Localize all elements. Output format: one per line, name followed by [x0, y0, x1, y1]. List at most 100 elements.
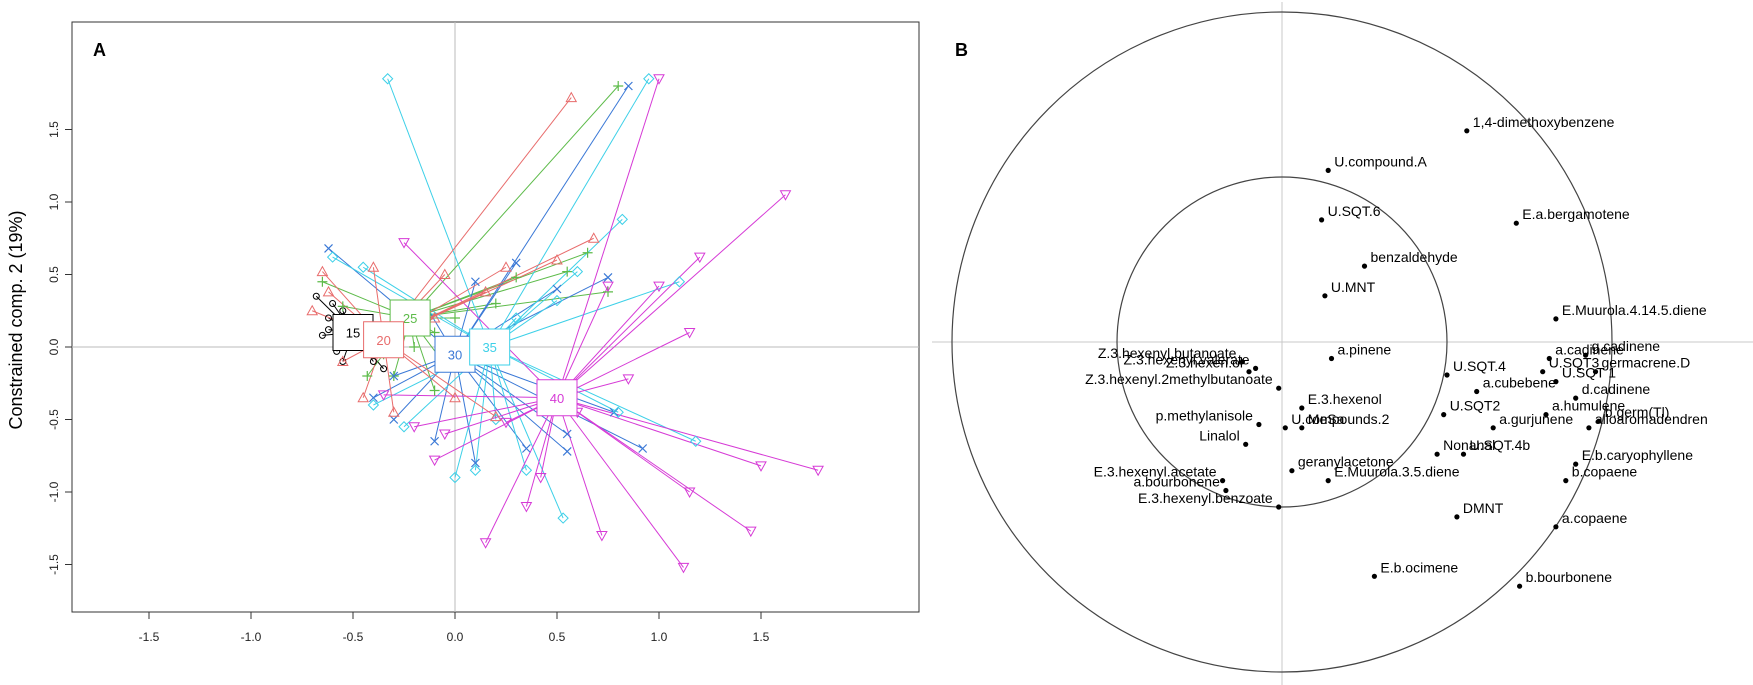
triangle-down-point: [534, 473, 547, 484]
triangle-up-point: [500, 261, 512, 272]
variable-label: alloaromadendren: [1595, 411, 1708, 427]
diamond-point: [381, 73, 394, 85]
triangle-down-point: [653, 281, 665, 293]
y-axis-label: Constrained comp. 2 (19%): [6, 210, 26, 429]
diamond-point: [571, 265, 584, 278]
variable-label: U.compound.A: [1334, 153, 1427, 169]
variable-label: g.cadinene: [1592, 338, 1661, 354]
variable-label: E.a.bergamotene: [1522, 206, 1630, 222]
centroid-label: 35: [482, 340, 496, 355]
x-tick-label: -1.0: [241, 630, 262, 644]
triangle-down-point: [744, 526, 757, 538]
group-centroids: 15 25 30 35 40 20: [332, 299, 578, 417]
variable-point: [1325, 478, 1331, 484]
cross-point: [368, 393, 378, 403]
variable-point: [1276, 504, 1282, 510]
variable-point: [1573, 395, 1579, 401]
plus-point: [409, 342, 420, 352]
variable-label: E.3.hexenyl.benzoate: [1138, 490, 1273, 506]
variable-label: a.pinene: [1338, 342, 1392, 358]
spoke-line: [556, 285, 660, 399]
centroid-box: [434, 335, 476, 373]
variable-point: [1573, 461, 1579, 467]
variable-label: Z.3.hexenyl.valerate: [1124, 351, 1250, 367]
variable-point: [1223, 487, 1229, 494]
triangle-up-point: [479, 285, 492, 297]
diamond-point: [643, 73, 655, 85]
spoke-line: [409, 271, 568, 319]
variable-point: [1434, 451, 1440, 457]
triangle-down-point: [677, 562, 690, 574]
variable-label: U.SQT.4: [1453, 358, 1506, 374]
cross-point: [562, 429, 572, 439]
spoke-line: [489, 78, 650, 348]
outer-circle: [951, 11, 1613, 673]
triangle-down-point: [377, 390, 390, 401]
triangle-down-point: [500, 417, 512, 429]
spoke-line: [556, 397, 752, 532]
variable-point: [1460, 451, 1467, 457]
variable-label: Nonanal: [1443, 437, 1495, 453]
x-tick-label: -1.5: [139, 630, 160, 644]
diamond-point: [557, 512, 569, 524]
spoke-line: [556, 397, 603, 536]
variable-label: benzaldehyde: [1371, 249, 1458, 265]
circle-point: [318, 331, 326, 339]
cross-point: [389, 371, 399, 381]
diamond-point: [469, 464, 482, 476]
variable-point: [1454, 514, 1460, 520]
variable-label: b.bourbonene: [1526, 569, 1613, 585]
variable-label: E.3.hexenyl.acetate: [1094, 464, 1217, 480]
triangle-down-point: [683, 487, 696, 499]
diamond-point: [326, 251, 339, 263]
triangle-down-point: [428, 455, 441, 467]
variable-point: [1322, 293, 1328, 299]
x-tick-labels: -1.5 -1.0 -0.5 0.0 0.5 1.0 1.5: [139, 612, 770, 644]
y-tick-label: 0.5: [47, 266, 61, 283]
x-tick-label: 1.5: [753, 630, 770, 644]
variable-point: [1220, 478, 1226, 484]
plot-frame-a: [71, 21, 920, 613]
diamond-point: [673, 276, 686, 288]
variable-label: d.cadinene: [1582, 381, 1651, 397]
cross-point: [623, 81, 633, 91]
variable-point: [1282, 425, 1288, 431]
diamond-point: [520, 464, 533, 476]
triangle-up-point: [565, 91, 578, 103]
y-tick-label: 1.5: [47, 121, 61, 138]
panel-letter-b: B: [955, 40, 968, 60]
spoke-line: [556, 194, 786, 399]
variable-label: U.SQT3: [1549, 355, 1600, 371]
variable-label: Z.3.hexenyl.butanoate: [1098, 345, 1237, 361]
variable-point: [1517, 583, 1523, 589]
diamond-point: [616, 213, 628, 226]
spoke-line: [383, 97, 572, 341]
cross-point: [562, 446, 572, 456]
x-tick-label: 1.0: [651, 630, 668, 644]
variable-label: geranylacetone: [1298, 454, 1394, 470]
plus-point: [362, 371, 373, 381]
variable-label: a.cubebene: [1483, 375, 1556, 391]
variable-label: a.humulene: [1552, 398, 1625, 414]
x-tick-label: 0.0: [447, 630, 464, 644]
panel-a: A Constrained comp. 2 (19%) -1.5 -1.0 -0.5…: [6, 21, 920, 644]
circle-point: [369, 358, 377, 365]
centroid-box: [469, 328, 511, 366]
triangle-up-point: [551, 253, 563, 265]
variable-point: [1325, 167, 1331, 173]
circle-point: [325, 314, 333, 322]
x-tick-label: -0.5: [343, 630, 364, 644]
variable-label: Linalol: [1199, 427, 1239, 443]
y-tick-label: 1.0: [47, 193, 61, 210]
variable-label: E.b.ocimene: [1380, 559, 1458, 575]
diamond-point: [398, 421, 410, 433]
triangle-down-point: [596, 531, 608, 542]
spoke-line: [474, 346, 491, 471]
variable-point: [1276, 385, 1282, 391]
spoke-line: [556, 332, 690, 399]
variable-point: [1328, 355, 1335, 362]
triangle-down-point: [653, 74, 665, 85]
variable-point: [1441, 412, 1447, 418]
variable-label: Z.3.hexen.ol: [1166, 355, 1243, 371]
